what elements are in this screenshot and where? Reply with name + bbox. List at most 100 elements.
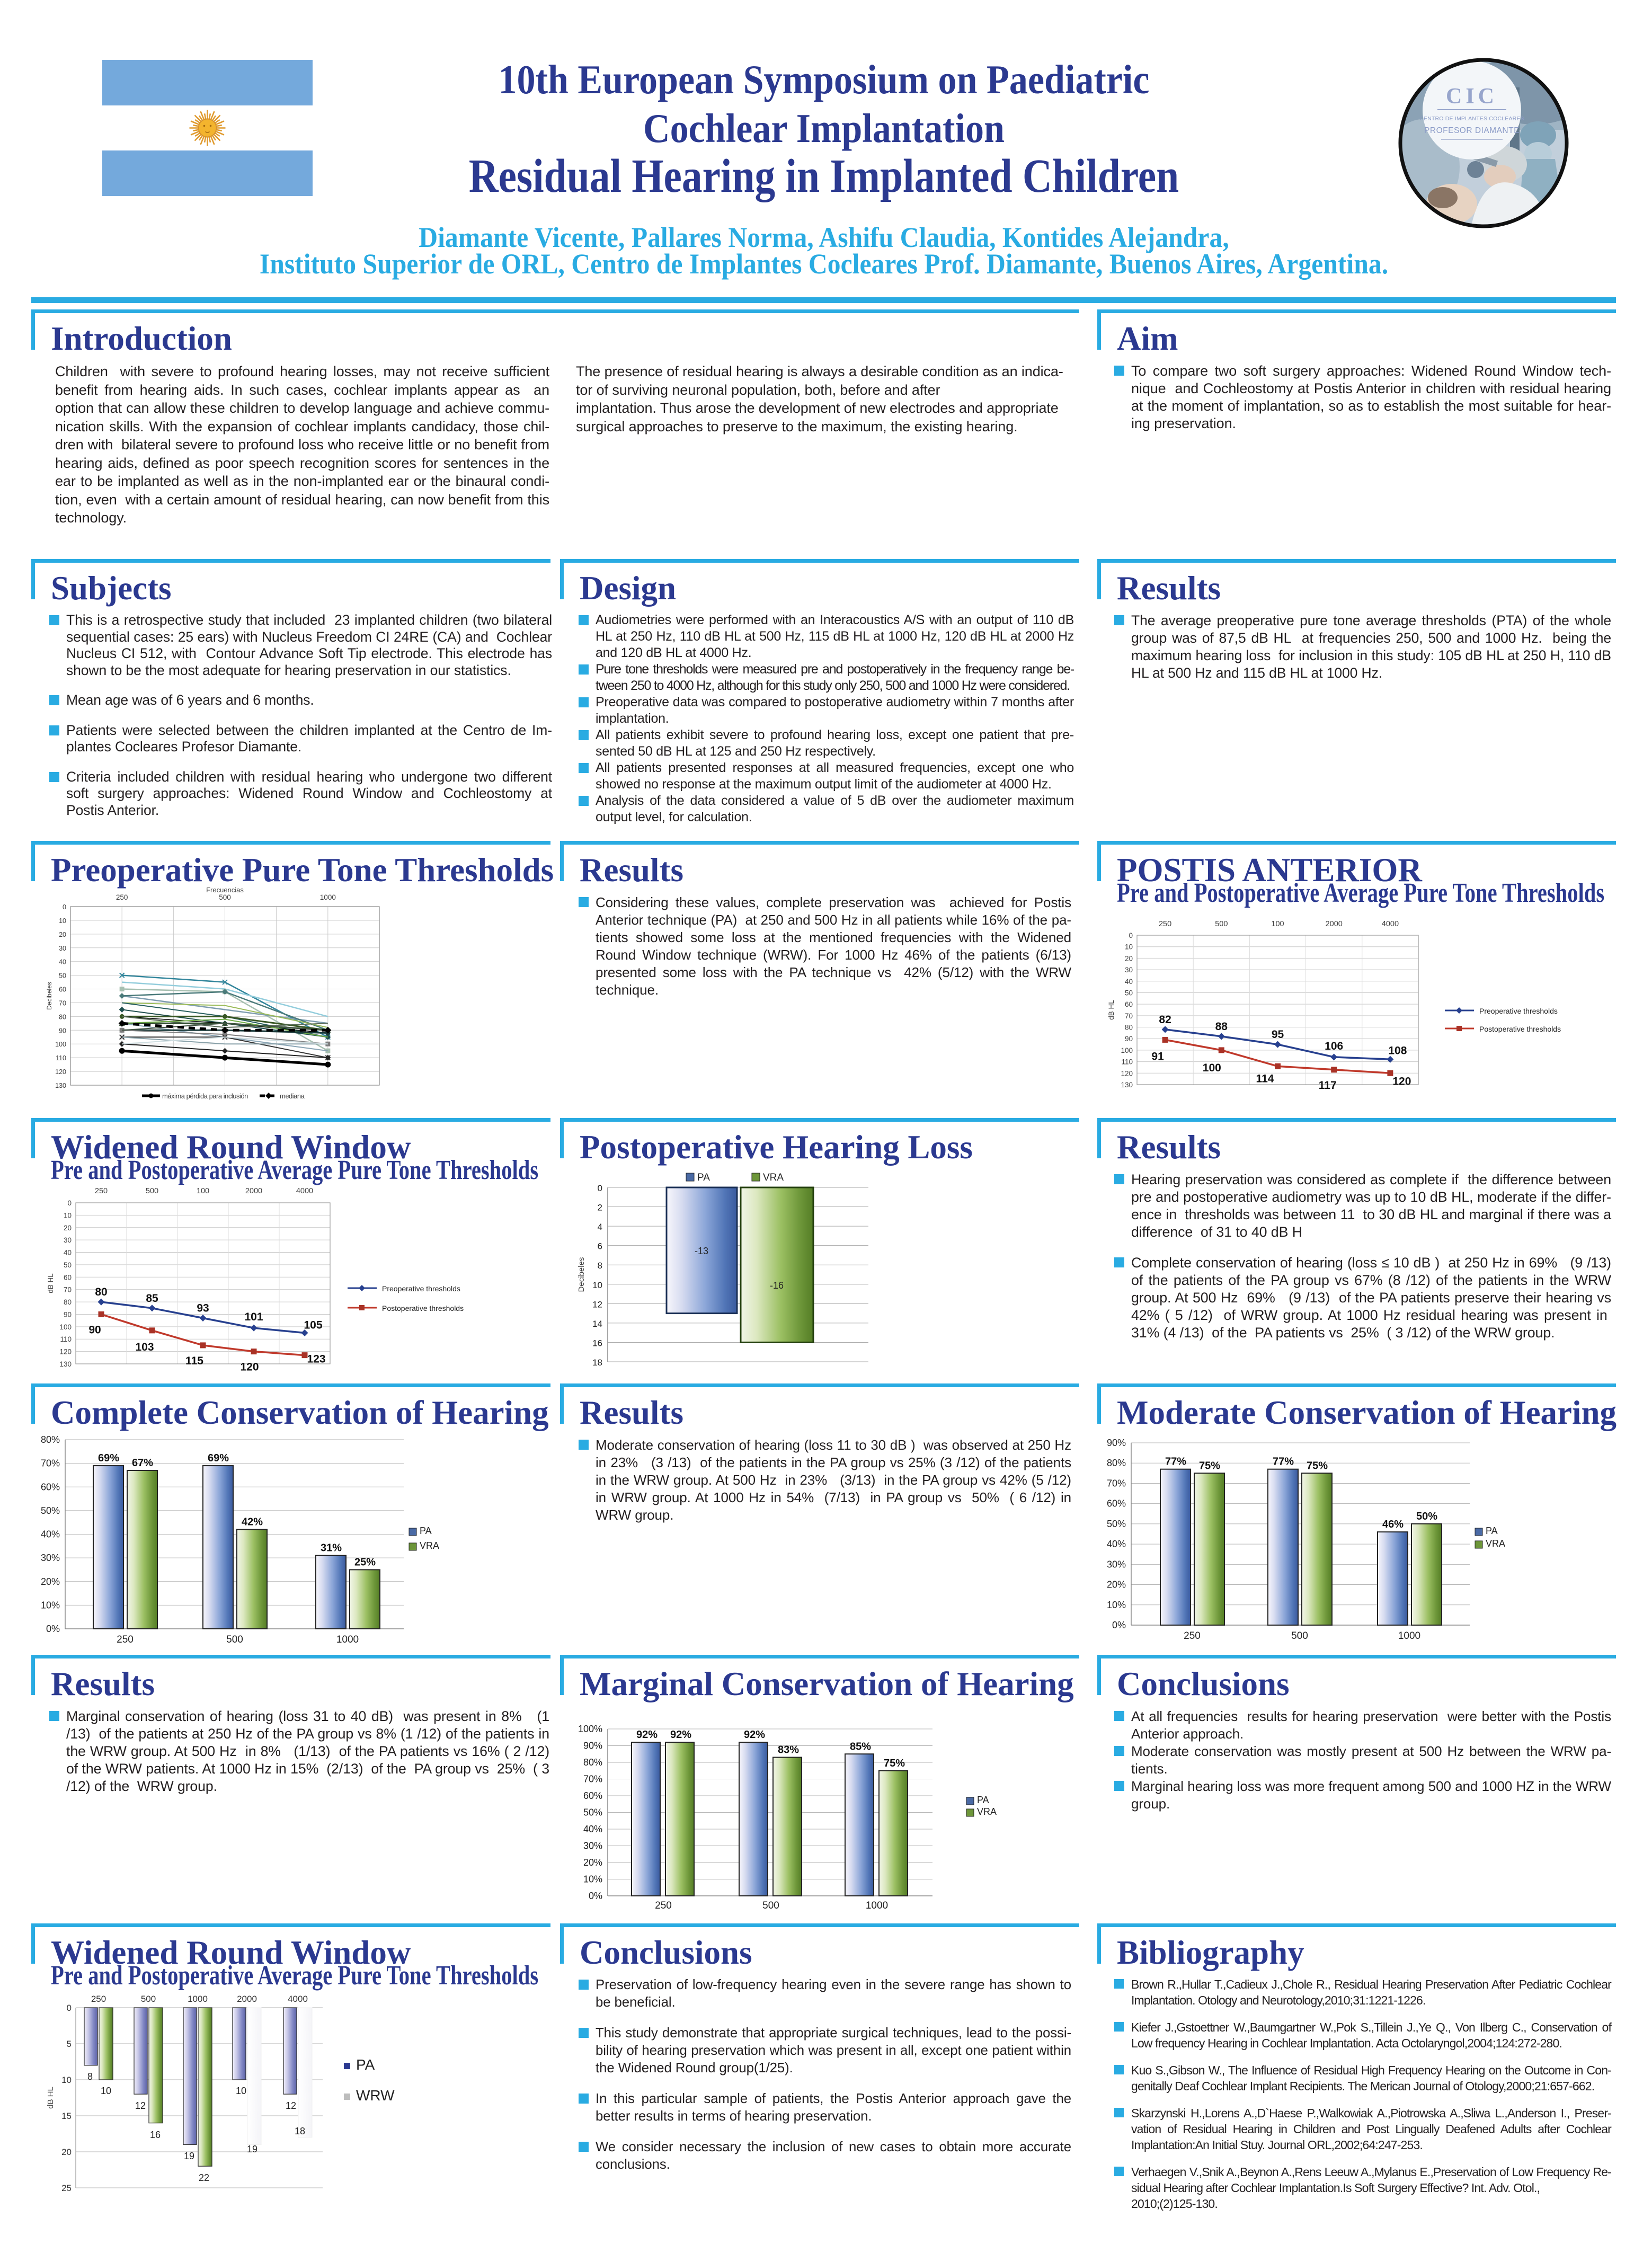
svg-text:80: 80	[95, 1286, 107, 1298]
svg-text:90: 90	[1125, 1035, 1133, 1043]
svg-text:30: 30	[59, 945, 66, 952]
svg-text:106: 106	[1325, 1040, 1343, 1052]
svg-text:60: 60	[59, 986, 66, 994]
svg-text:105: 105	[304, 1319, 322, 1332]
svg-text:10: 10	[64, 1211, 72, 1219]
svg-text:80: 80	[59, 1013, 66, 1021]
svg-text:101: 101	[244, 1311, 263, 1323]
svg-text:60%: 60%	[41, 1482, 60, 1492]
svg-text:123: 123	[307, 1353, 325, 1365]
svg-text:60: 60	[64, 1273, 72, 1281]
svg-text:22: 22	[199, 2172, 209, 2183]
svg-text:4000: 4000	[1382, 920, 1399, 928]
svg-text:120: 120	[1121, 1069, 1133, 1077]
svg-text:85: 85	[146, 1292, 158, 1305]
svg-text:80: 80	[64, 1298, 72, 1306]
svg-text:2: 2	[598, 1203, 602, 1213]
svg-text:60%: 60%	[583, 1790, 602, 1801]
svg-text:30%: 30%	[1107, 1559, 1126, 1569]
svg-text:31%: 31%	[321, 1542, 342, 1554]
svg-text:77%: 77%	[1273, 1456, 1294, 1468]
svg-text:114: 114	[1256, 1072, 1274, 1085]
svg-text:70: 70	[59, 999, 66, 1007]
svg-text:1000: 1000	[866, 1900, 888, 1911]
svg-text:75%: 75%	[1199, 1460, 1220, 1471]
svg-text:117: 117	[1319, 1079, 1337, 1092]
svg-text:10%: 10%	[583, 1874, 602, 1885]
svg-text:500: 500	[141, 1994, 156, 2004]
svg-text:4000: 4000	[296, 1187, 313, 1195]
svg-text:-16: -16	[770, 1280, 784, 1291]
svg-text:100: 100	[1203, 1062, 1221, 1074]
svg-text:90%: 90%	[583, 1741, 602, 1751]
svg-text:70: 70	[64, 1286, 72, 1294]
svg-text:250: 250	[1184, 1630, 1201, 1642]
svg-text:110: 110	[56, 1054, 66, 1062]
svg-text:120: 120	[55, 1068, 66, 1076]
svg-text:VRA: VRA	[763, 1172, 784, 1183]
svg-text:30%: 30%	[583, 1841, 602, 1851]
svg-text:70%: 70%	[41, 1458, 60, 1469]
svg-text:2000: 2000	[245, 1187, 262, 1195]
svg-text:40: 40	[59, 959, 66, 966]
svg-text:90: 90	[59, 1027, 66, 1034]
svg-text:20: 20	[64, 1224, 72, 1232]
svg-text:dB HL: dB HL	[46, 2087, 55, 2109]
svg-text:500: 500	[219, 893, 231, 901]
svg-text:1000: 1000	[336, 1634, 359, 1645]
svg-text:77%: 77%	[1165, 1456, 1186, 1468]
svg-text:67%: 67%	[132, 1457, 153, 1469]
svg-text:dB HL: dB HL	[48, 1273, 55, 1293]
svg-text:0: 0	[67, 1199, 72, 1207]
svg-text:250: 250	[655, 1900, 672, 1911]
svg-text:40%: 40%	[1107, 1539, 1126, 1549]
svg-text:500: 500	[762, 1900, 779, 1911]
svg-text:250: 250	[117, 1634, 134, 1645]
svg-text:0: 0	[598, 1183, 602, 1193]
svg-text:0%: 0%	[1112, 1620, 1126, 1630]
svg-text:PROFESOR DIAMANTE: PROFESOR DIAMANTE	[1424, 126, 1520, 135]
svg-text:mediana: mediana	[280, 1092, 305, 1100]
svg-text:130: 130	[55, 1082, 66, 1089]
svg-text:120: 120	[240, 1361, 259, 1373]
svg-text:100: 100	[55, 1041, 66, 1048]
svg-text:100: 100	[1121, 1046, 1133, 1054]
svg-text:93: 93	[197, 1302, 209, 1314]
svg-text:110: 110	[1121, 1058, 1133, 1066]
svg-text:18: 18	[295, 2126, 305, 2136]
svg-text:92%: 92%	[670, 1729, 691, 1741]
svg-text:PA: PA	[1486, 1525, 1498, 1536]
svg-text:Preoperative thresholds: Preoperative thresholds	[382, 1284, 460, 1293]
svg-text:115: 115	[185, 1355, 203, 1367]
svg-text:70: 70	[1125, 1012, 1133, 1020]
svg-text:80: 80	[1125, 1024, 1133, 1032]
svg-text:50: 50	[1125, 989, 1133, 997]
svg-text:250: 250	[1159, 920, 1171, 928]
svg-text:120: 120	[59, 1348, 72, 1356]
svg-text:10%: 10%	[41, 1600, 60, 1610]
svg-text:VRA: VRA	[977, 1806, 997, 1817]
svg-text:Postoperative thresholds: Postoperative thresholds	[382, 1304, 464, 1312]
svg-text:95: 95	[1272, 1028, 1284, 1041]
svg-text:60: 60	[1125, 1000, 1133, 1008]
svg-text:20%: 20%	[41, 1576, 60, 1587]
svg-text:0: 0	[67, 2003, 72, 2013]
svg-text:40: 40	[64, 1249, 72, 1257]
svg-text:1000: 1000	[1398, 1630, 1420, 1642]
svg-text:-13: -13	[695, 1246, 708, 1256]
svg-text:20: 20	[1125, 954, 1133, 962]
svg-text:69%: 69%	[208, 1452, 229, 1464]
svg-text:70%: 70%	[1107, 1478, 1126, 1488]
svg-text:2000: 2000	[1326, 920, 1343, 928]
svg-text:15: 15	[61, 2111, 72, 2121]
svg-text:40%: 40%	[41, 1529, 60, 1540]
svg-text:19: 19	[247, 2144, 257, 2154]
svg-text:42%: 42%	[242, 1516, 263, 1528]
svg-text:0: 0	[1129, 932, 1133, 939]
svg-text:10%: 10%	[1107, 1600, 1126, 1610]
svg-text:4: 4	[598, 1222, 602, 1232]
svg-text:12: 12	[286, 2100, 296, 2111]
svg-text:250: 250	[91, 1994, 106, 2004]
svg-text:92%: 92%	[636, 1729, 658, 1741]
svg-text:90: 90	[64, 1310, 72, 1318]
